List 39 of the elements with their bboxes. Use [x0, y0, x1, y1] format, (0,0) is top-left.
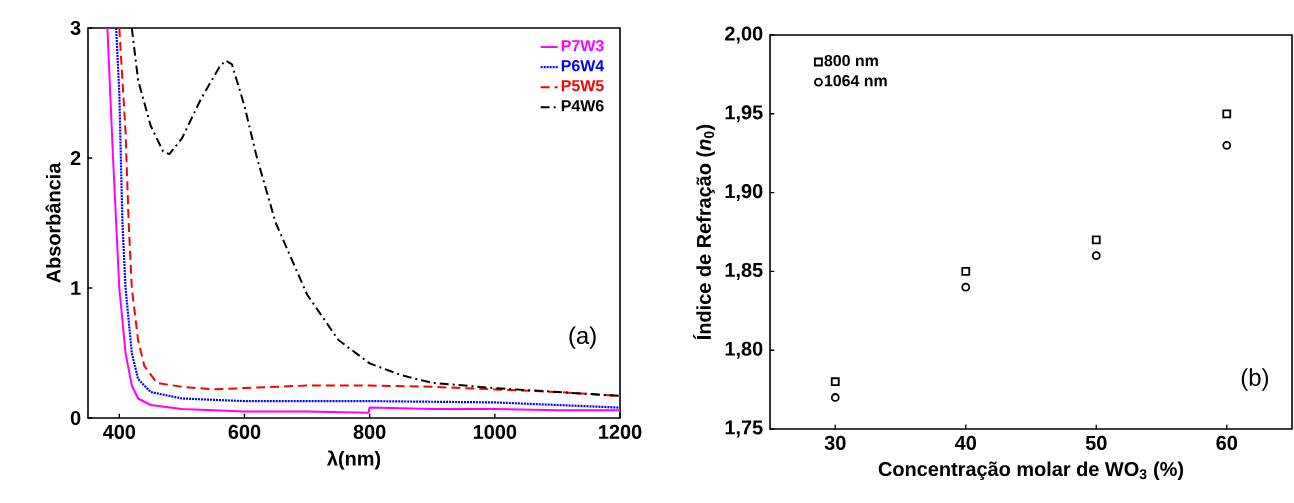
x-tick-label: 400: [102, 424, 136, 439]
y-tick-label: 1,85: [725, 262, 763, 280]
x-axis-title: Concentração molar de WO$_{3}$ (%): [878, 461, 1184, 481]
x-tick-label: 1200: [599, 424, 642, 439]
point: [830, 377, 840, 387]
point: [1091, 251, 1101, 261]
legend-label: P4W6: [561, 100, 604, 112]
x-tick-label: 30: [824, 435, 846, 450]
legend-label: P5W5: [561, 80, 604, 92]
legend-label: P6W4: [561, 60, 605, 72]
y-axis-title: Absorbância: [45, 162, 61, 283]
y-tick-label: 2,00: [725, 26, 763, 44]
legend-label: 1064 nm: [824, 75, 887, 87]
point: [830, 393, 840, 402]
x-tick-label: 50: [1085, 435, 1107, 450]
x-tick-label: 1000: [473, 424, 517, 439]
y-tick-label: 2: [70, 151, 81, 165]
point: [1222, 109, 1232, 119]
x-tick-label: 40: [954, 435, 977, 450]
y-tick-label: 1,95: [725, 105, 763, 123]
y-tick-label: 0: [70, 410, 81, 426]
y-tick-label: 1,80: [725, 341, 763, 359]
legend-label: P7W3: [561, 39, 604, 52]
x-tick-label: 600: [228, 424, 261, 439]
point: [1091, 235, 1101, 245]
point: [961, 282, 971, 292]
y-tick-label: 1: [71, 281, 81, 295]
legend-label: 800 nm: [824, 54, 878, 67]
annotation: (a): [569, 326, 596, 349]
y-tick-label: 1,75: [725, 420, 763, 438]
x-tick-label: 60: [1216, 435, 1238, 450]
x-tick-label: 800: [353, 424, 386, 439]
annotation: (b): [1241, 368, 1269, 391]
y-tick-label: 3: [70, 20, 81, 36]
x-axis-title: λ(nm): [326, 450, 381, 470]
y-axis-title: Índice de Refração (n$_{0}$): [693, 124, 715, 340]
point: [1222, 140, 1232, 150]
y-tick-label: 1,90: [725, 184, 763, 202]
point: [961, 267, 971, 276]
